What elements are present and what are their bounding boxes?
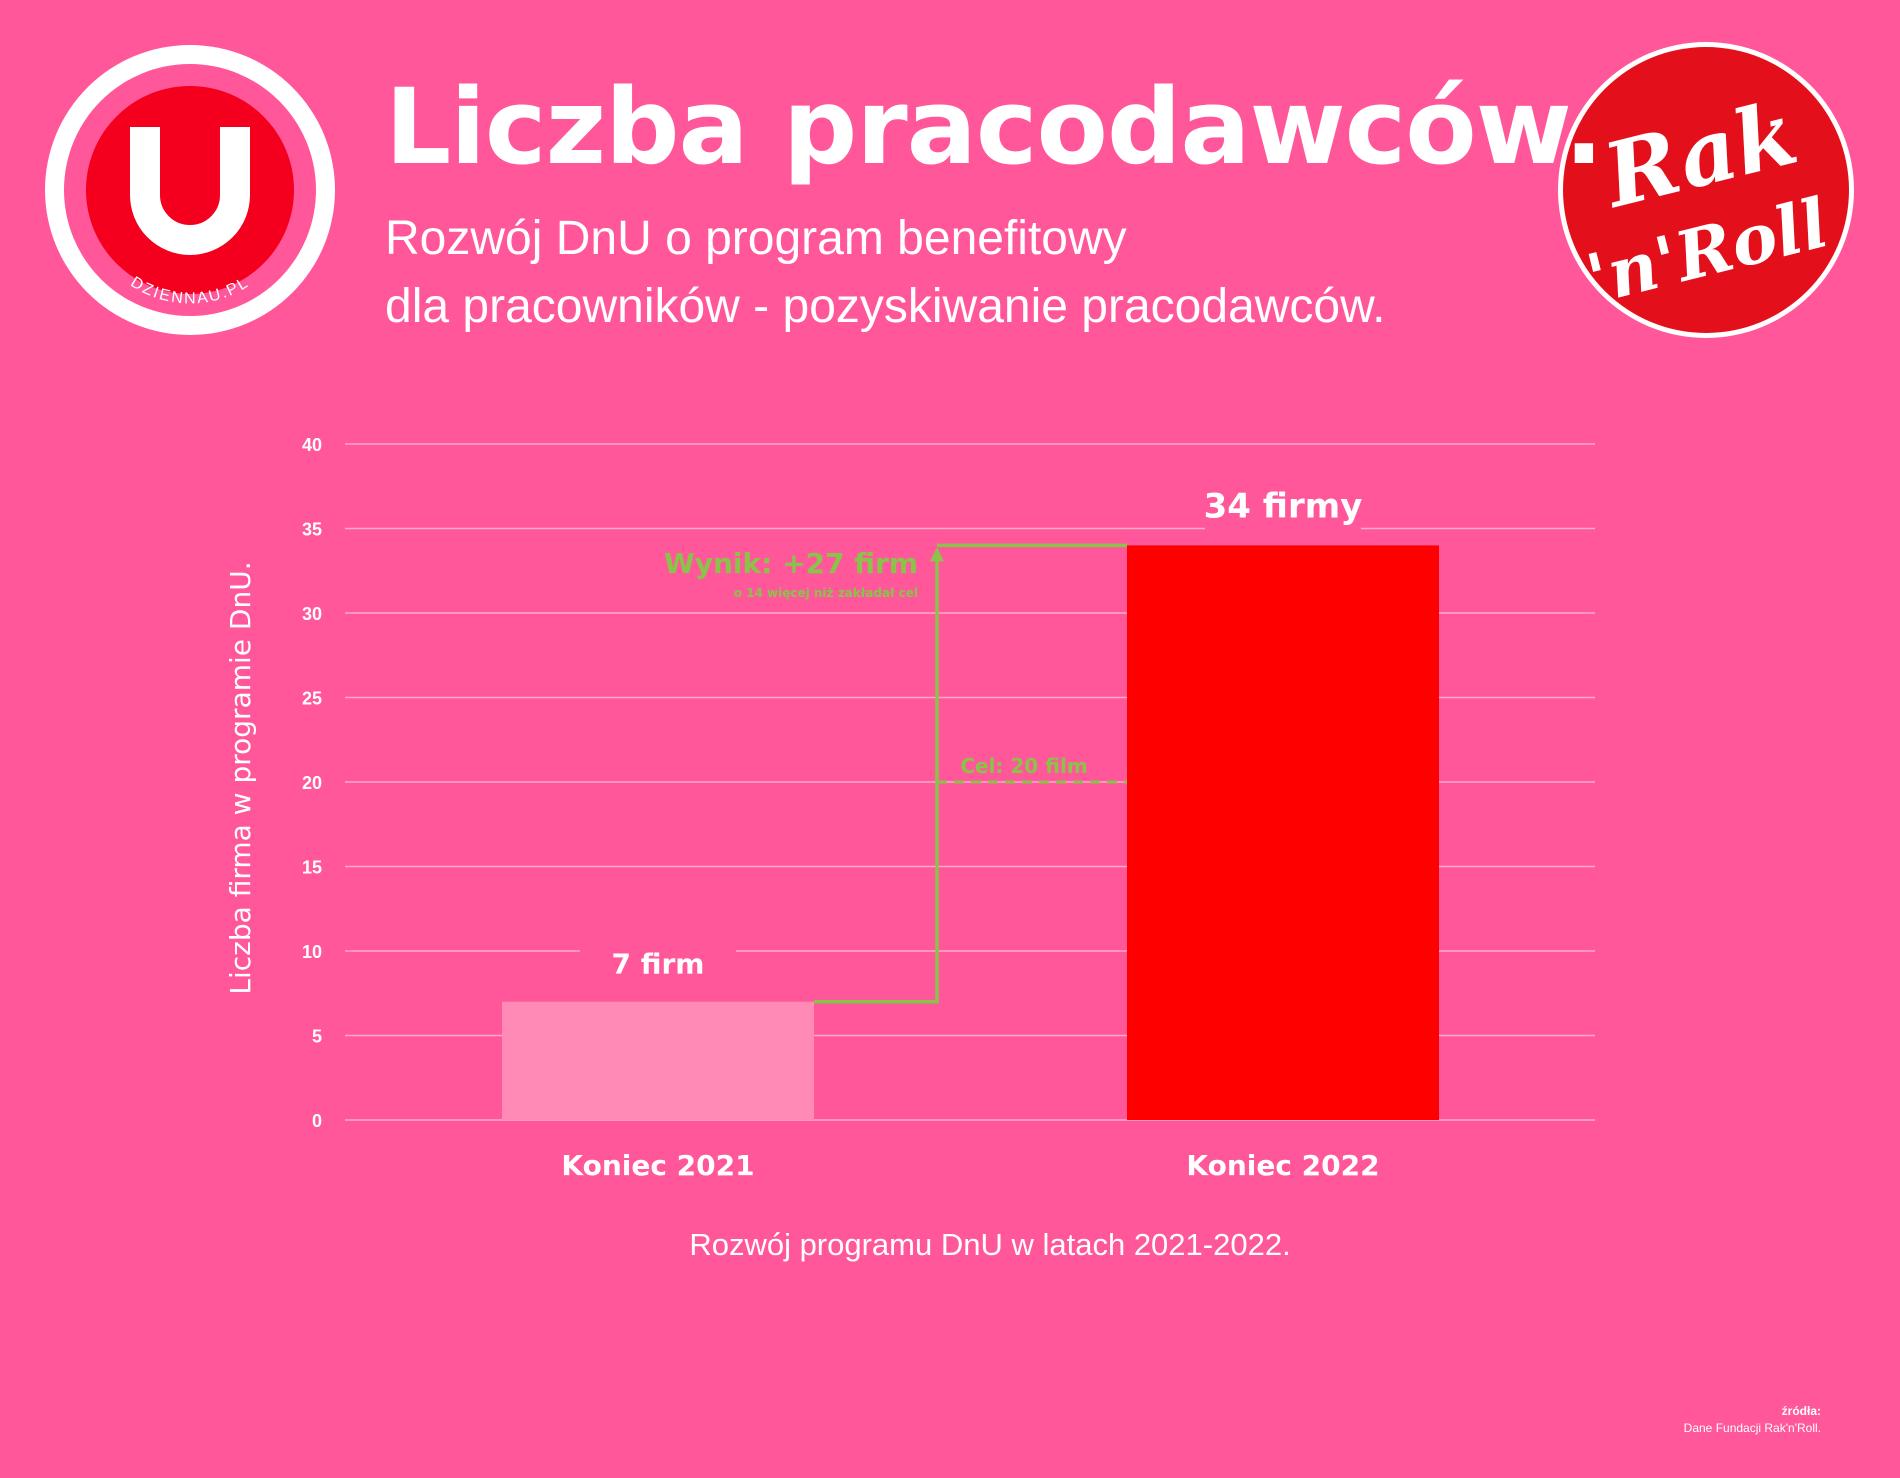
goal-label: Cel: 20 film [960,754,1087,778]
y-tick-label: 40 [302,435,322,455]
growth-step-line [814,559,939,1004]
bar-value-label: 34 firmy [1204,486,1363,526]
y-tick-label: 5 [312,1027,322,1047]
x-tick-label: Koniec 2021 [561,1149,754,1182]
y-tick-label: 15 [302,858,322,878]
subtitle-line-1: Rozwój DnU o program benefitowy [385,212,1127,265]
source-note: źródła: Dane Fundacji Rak'n'Roll. [1684,1403,1821,1437]
dziennau-logo: DZIENNAU.PL [45,45,335,335]
y-tick-label: 10 [302,942,322,962]
y-tick-label: 0 [312,1111,322,1131]
value-label-backdrop [580,937,736,990]
page-subtitle: Rozwój DnU o program benefitowy dla prac… [385,205,1385,341]
source-heading: źródła: [1781,1404,1821,1418]
y-axis-label: Liczba firma w programie DnU. [224,561,257,994]
source-text: Dane Fundacji Rak'n'Roll. [1683,1421,1821,1435]
y-tick-label: 20 [302,773,322,793]
y-tick-label: 35 [302,520,322,540]
bar [502,1001,814,1120]
growth-arrowhead [930,547,944,562]
y-tick-label: 30 [302,604,322,624]
bar [1127,545,1439,1120]
value-label-backdrop [1205,481,1361,534]
raknroll-logo: Rak 'n'Roll [1558,42,1854,338]
x-tick-label: Koniec 2022 [1186,1149,1379,1182]
bar-value-label: 7 firm [612,948,705,981]
x-axis-label: Rozwój programu DnU w latach 2021-2022. [689,1227,1290,1262]
y-tick-label: 25 [302,689,322,709]
page-title: Liczba pracodawców. [385,66,1604,188]
result-sublabel: o 14 więcej niż zakładał cel [734,586,918,600]
subtitle-line-2: dla pracowników - pozyskiwanie pracodawc… [385,280,1386,333]
result-label: Wynik: +27 firm [664,547,918,580]
